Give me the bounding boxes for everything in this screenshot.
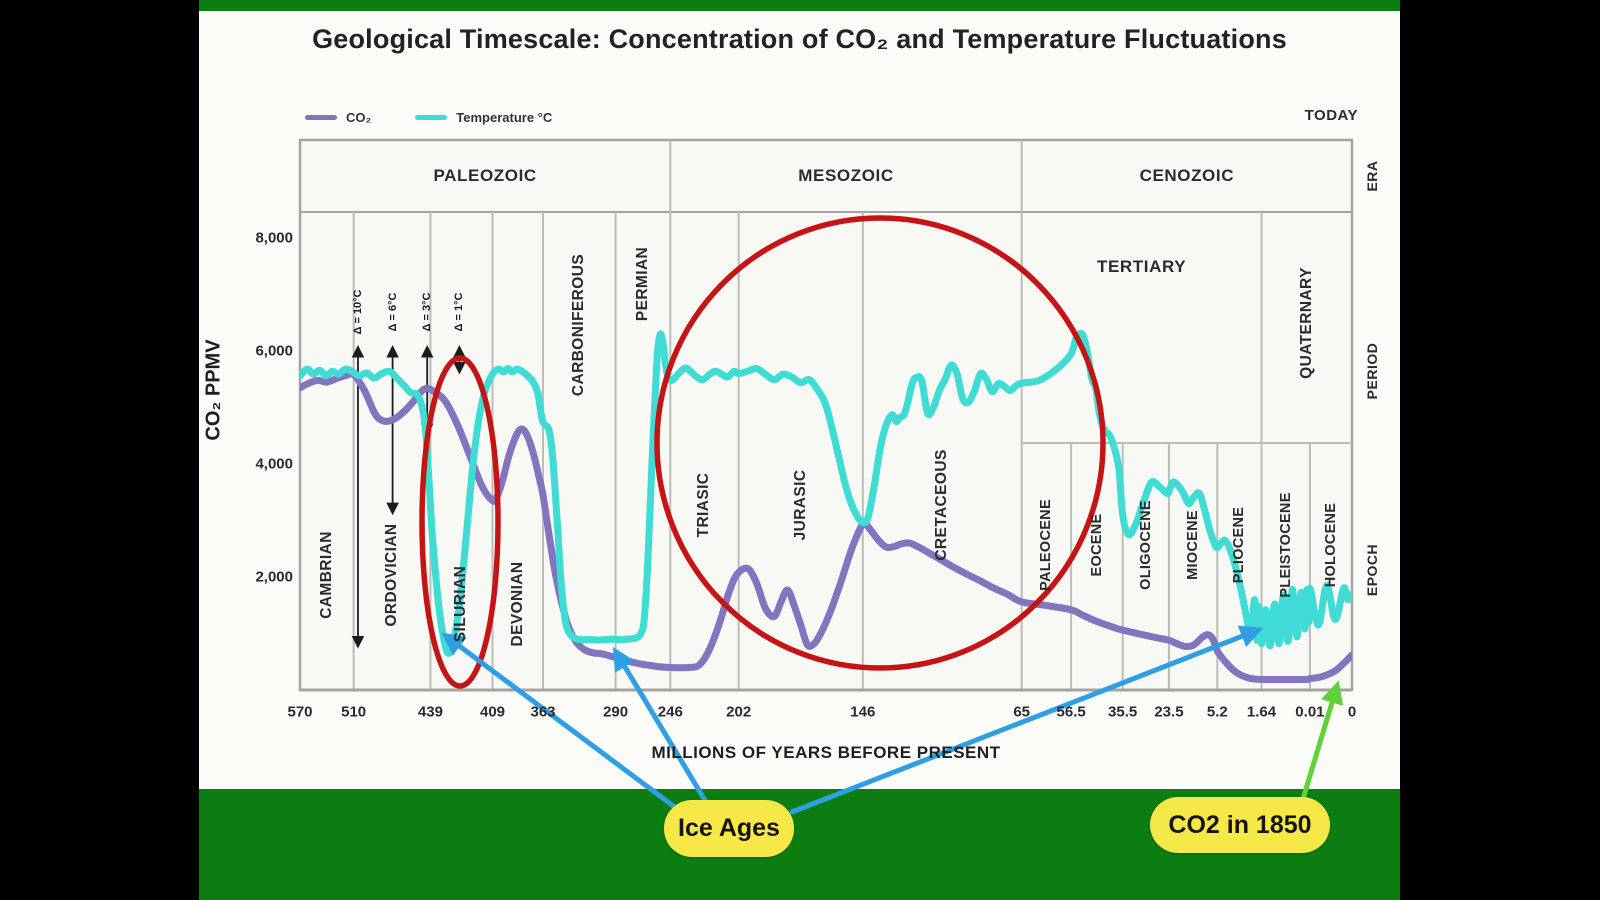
delta-label-6c: Δ = 6°C	[386, 292, 399, 332]
x-tick-56.5: 56.5	[1056, 703, 1086, 721]
co2-curve	[300, 370, 1352, 684]
period-label-jurasic: JURASIC	[791, 469, 809, 541]
x-tick-1.64: 1.64	[1246, 703, 1277, 721]
period-label-carboniferous: CARBONIFEROUS	[570, 253, 588, 397]
period-label-cretaceous: CRETACEOUS	[933, 449, 951, 561]
temperature-legend-label: Temperature °C	[456, 110, 553, 125]
epoch-label-holocene: HOLOCENE	[1322, 502, 1339, 588]
side-label-era: ERA	[1364, 160, 1380, 192]
period-label-triasic: TRIASIC	[695, 472, 713, 538]
era-label-mesozoic: MESOZOIC	[798, 166, 894, 185]
x-tick-439: 439	[417, 703, 443, 721]
y-tick-8000: 8,000	[255, 229, 293, 247]
period-label-devonian: DEVONIAN	[508, 561, 526, 647]
temperature-curve	[300, 329, 1352, 657]
legend: CO₂ Temperature °C	[305, 110, 552, 125]
today-label: TODAY	[1304, 107, 1358, 124]
y-axis-title: CO₂ PPMV	[202, 339, 225, 441]
period-label-cambrian: CAMBRIAN	[317, 531, 335, 619]
co2-line-swatch	[305, 115, 337, 120]
period-label-silurian: SILURIAN	[452, 565, 470, 643]
callout-arrow-blue	[441, 632, 679, 811]
co2-1850-callout: CO2 in 1850	[1150, 797, 1330, 853]
x-tick-202: 202	[726, 703, 752, 721]
highlight-ellipse	[654, 215, 1106, 671]
side-label-epoch: EPOCH	[1364, 543, 1380, 597]
x-tick-570: 570	[287, 703, 313, 721]
epoch-label-paleocene: PALEOCENE	[1038, 499, 1055, 591]
x-tick-146: 146	[850, 703, 876, 721]
co2-legend-label: CO₂	[346, 110, 372, 125]
x-tick-510: 510	[341, 703, 367, 721]
ice-ages-callout: Ice Ages	[664, 800, 794, 857]
epoch-label-eocene: EOCENE	[1088, 513, 1105, 577]
period-label-quaternary: QUATERNARY	[1297, 267, 1315, 379]
highlight-ellipse	[419, 355, 501, 689]
callout-arrow-blue	[613, 647, 709, 805]
period-label-tertiary: TERTIARY	[1097, 257, 1187, 276]
x-tick-246: 246	[657, 703, 683, 721]
x-tick-0: 0	[1347, 703, 1357, 721]
delta-label-10c: Δ = 10°C	[351, 289, 364, 335]
x-tick-5.2: 5.2	[1206, 703, 1228, 721]
period-label-ordovician: ORDOVICIAN	[383, 523, 401, 627]
x-tick-65: 65	[1013, 703, 1031, 721]
epoch-label-oligocene: OLIGOCENE	[1137, 500, 1154, 590]
green-band-top	[199, 0, 1400, 11]
legend-item-co2: CO₂	[305, 110, 371, 125]
y-tick-2000: 2,000	[255, 568, 293, 586]
callout-arrow-blue	[789, 625, 1264, 815]
epoch-label-miocene: MIOCENE	[1185, 510, 1202, 580]
x-axis-title: MILLIONS OF YEARS BEFORE PRESENT	[651, 743, 1001, 762]
era-label-cenozoic: CENOZOIC	[1139, 166, 1235, 185]
y-tick-6000: 6,000	[255, 342, 293, 360]
x-tick-409: 409	[480, 703, 506, 721]
x-tick-23.5: 23.5	[1154, 703, 1184, 721]
x-tick-363: 363	[530, 703, 556, 721]
legend-item-temperature: Temperature °C	[415, 110, 552, 125]
y-tick-4000: 4,000	[255, 455, 293, 473]
delta-label-1c: Δ = 1°C	[453, 292, 466, 332]
temperature-line-swatch	[415, 115, 448, 120]
period-label-permian: PERMIAN	[633, 246, 651, 322]
x-tick-290: 290	[603, 703, 629, 721]
x-tick-35.5: 35.5	[1108, 703, 1138, 721]
chart-title: Geological Timescale: Concentration of C…	[312, 24, 1287, 54]
side-label-period: PERIOD	[1364, 342, 1380, 400]
epoch-label-pleistocene: PLEISTOCENE	[1277, 492, 1294, 598]
x-tick-0.01: 0.01	[1295, 703, 1325, 721]
delta-label-3c: Δ = 3°C	[421, 292, 434, 332]
era-label-paleozoic: PALEOZOIC	[433, 166, 537, 185]
callout-arrow-green	[1300, 680, 1344, 802]
epoch-label-pliocene: PLIOCENE	[1231, 506, 1248, 584]
